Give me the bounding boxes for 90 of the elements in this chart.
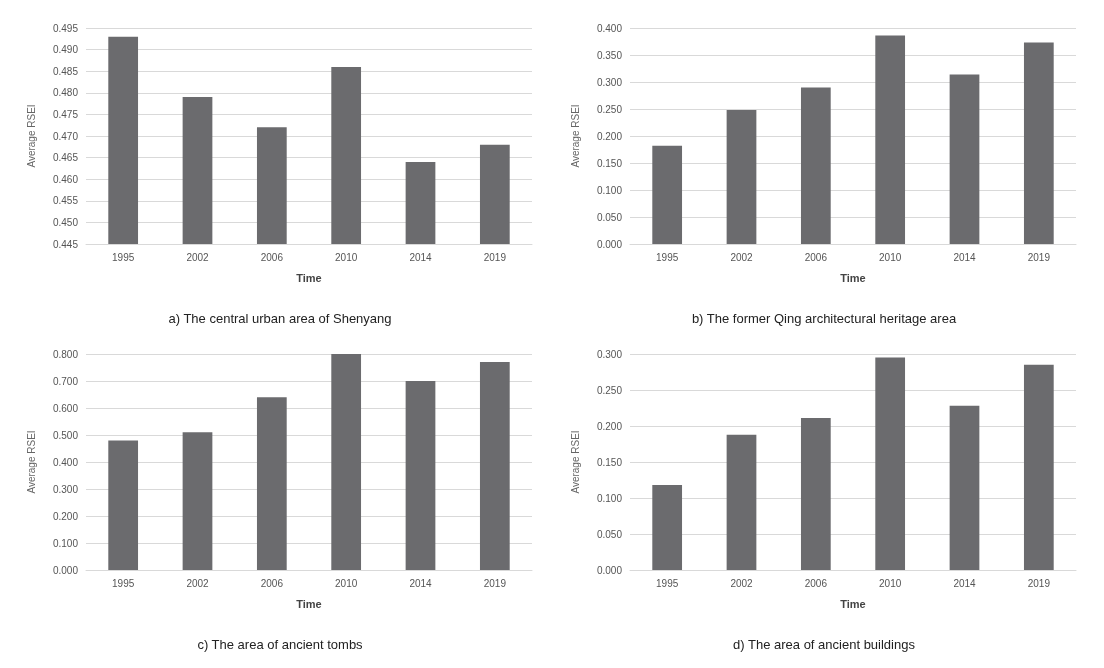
x-axis-title: Time [296,271,322,284]
bar [1023,364,1054,570]
y-tick-label: 0.455 [52,195,79,207]
y-tick-label: 0.470 [52,130,79,142]
y-tick-label: 0.490 [52,44,79,56]
y-axis-title: Average RSEI [25,104,37,168]
text: d) The area of ancient buildings [733,637,916,652]
x-tick-label: 2019 [483,577,507,589]
x-tick-label: 2002 [730,251,754,263]
x-tick-label: 2019 [1027,577,1051,589]
y-tick-label: 0.250 [596,384,623,396]
x-tick-label: 2002 [186,577,210,589]
y-tick-label: 0.100 [52,537,79,549]
x-tick-label: 2006 [260,577,284,589]
bar [800,87,831,244]
x-tick-label: 2006 [804,251,828,263]
text: b) The former Qing architectural heritage area [691,311,957,326]
bar [726,434,757,570]
y-tick-label: 0.300 [52,483,79,495]
y-tick-label: 0.485 [52,65,79,77]
x-tick-label: 1995 [656,251,679,263]
y-tick-label: 0.000 [52,564,79,576]
x-tick-label: 1995 [656,577,679,589]
y-tick-label: 0.450 [52,216,79,228]
bar [108,440,139,570]
x-tick-label: 2014 [409,577,433,589]
bar [949,74,980,244]
y-axis-title: Average RSEI [569,430,581,494]
y-axis-title: Average RSEI [569,104,581,168]
y-axis-title: Average RSEI [25,430,37,494]
bar [652,145,683,244]
x-tick-label: 2006 [804,577,828,589]
x-tick-label: 2019 [483,251,507,263]
bar [800,418,831,570]
bar [652,485,683,570]
x-tick-label: 2010 [335,251,358,263]
x-tick-label: 2010 [335,577,358,589]
y-tick-label: 0.445 [52,238,79,250]
bar [331,354,362,570]
y-tick-label: 0.400 [596,22,623,34]
bar [726,110,757,244]
bar [256,397,287,570]
x-tick-label: 2014 [953,251,977,263]
bar [479,362,510,570]
x-tick-label: 1995 [112,251,135,263]
text: a) The central urban area of Shenyang [168,311,392,326]
y-tick-label: 0.800 [52,348,79,360]
y-tick-label: 0.600 [52,402,79,414]
y-tick-label: 0.000 [596,238,623,250]
x-axis-title: Time [296,597,322,610]
y-tick-label: 0.400 [52,456,79,468]
x-axis-title: Time [840,271,866,284]
bar [182,432,213,570]
x-tick-label: 2014 [953,577,977,589]
x-tick-label: 2014 [409,251,433,263]
x-tick-label: 2010 [879,577,902,589]
y-tick-label: 0.480 [52,87,79,99]
bar [875,35,906,244]
y-tick-label: 0.460 [52,173,79,185]
y-tick-label: 0.150 [596,456,623,468]
y-tick-label: 0.250 [596,103,623,115]
x-tick-label: 2010 [879,251,902,263]
y-tick-label: 0.150 [596,157,623,169]
y-tick-label: 0.050 [596,528,623,540]
x-tick-label: 2002 [730,577,754,589]
y-tick-label: 0.000 [596,564,623,576]
y-tick-label: 0.200 [52,510,79,522]
y-tick-label: 0.300 [596,76,623,88]
y-tick-label: 0.465 [52,152,79,164]
y-tick-label: 0.700 [52,375,79,387]
bar [1023,42,1054,244]
bar [405,381,436,570]
bar [949,405,980,570]
y-tick-label: 0.100 [596,184,623,196]
x-axis-title: Time [840,597,866,610]
x-tick-label: 2019 [1027,251,1051,263]
y-tick-label: 0.200 [596,130,623,142]
x-tick-label: 2006 [260,251,284,263]
y-tick-label: 0.475 [52,108,79,120]
y-tick-label: 0.200 [596,420,623,432]
bar [875,357,906,570]
y-tick-label: 0.495 [52,22,79,34]
y-tick-label: 0.300 [596,348,623,360]
y-tick-label: 0.500 [52,429,79,441]
y-tick-label: 0.050 [596,211,623,223]
text: c) The area of ancient tombs [197,637,364,652]
x-tick-label: 2002 [186,251,210,263]
y-tick-label: 0.350 [596,49,623,61]
x-tick-label: 1995 [112,577,135,589]
y-tick-label: 0.100 [596,492,623,504]
